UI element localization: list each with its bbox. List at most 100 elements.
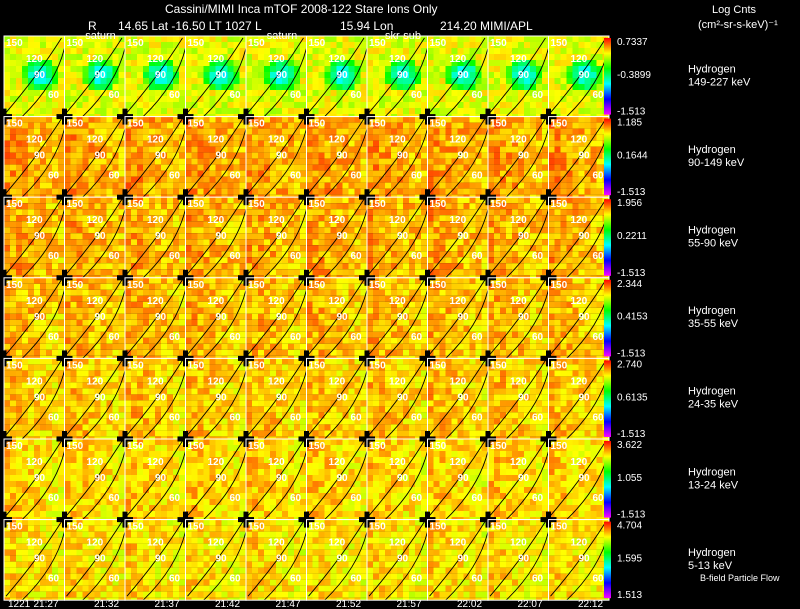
field-line — [21, 531, 65, 601]
chart-title: Cassini/MIMI Inca mTOF 2008-122 Stare Io… — [165, 2, 438, 16]
field-line — [368, 37, 425, 113]
heatmap-frame — [0, 189, 65, 279]
contour-label: 120 — [268, 457, 285, 468]
contour-label: 60 — [230, 251, 242, 262]
field-line — [126, 198, 183, 275]
contour-label: 150 — [127, 280, 144, 291]
field-line — [66, 279, 123, 355]
contour-label: 60 — [411, 90, 423, 101]
contour-label: 90 — [337, 392, 349, 403]
contour-label: 90 — [276, 473, 288, 484]
contour-label: 150 — [430, 119, 447, 130]
contour-label: 150 — [490, 38, 507, 49]
contour-label: 90 — [95, 312, 107, 323]
field-line — [5, 279, 62, 355]
contour-label: 120 — [26, 135, 43, 146]
colorbar-max-label: 2.740 — [617, 359, 642, 370]
field-line — [66, 118, 123, 194]
field-line — [384, 47, 428, 117]
heatmap-frame — [238, 511, 307, 601]
contour-label: 90 — [397, 392, 409, 403]
contour-label: 120 — [571, 54, 588, 65]
heatmap-frame — [480, 511, 549, 601]
colorbar — [604, 441, 611, 518]
heatmap-frame — [419, 189, 489, 279]
contour-label: 90 — [276, 312, 288, 323]
contour-label: 120 — [450, 457, 467, 468]
field-line — [384, 450, 428, 520]
heatmap-frame — [480, 350, 549, 440]
contour-label: 90 — [276, 70, 288, 81]
field-line — [82, 450, 126, 520]
heatmap-frame — [0, 269, 65, 359]
contour-label: 150 — [6, 199, 23, 210]
colorbar-min-label: -1.513 — [617, 429, 646, 440]
contour-label: 150 — [67, 38, 84, 49]
field-line — [429, 360, 486, 436]
contour-label: 60 — [351, 332, 363, 343]
contour-label: 90 — [579, 473, 591, 484]
heatmap-frame — [480, 431, 549, 521]
heatmap-frame — [117, 511, 186, 601]
contour-label: 90 — [95, 392, 107, 403]
heatmap-frame — [3, 35, 65, 118]
contour-label: 90 — [579, 312, 591, 323]
colorbar-mid-label: 1.055 — [617, 473, 642, 484]
heatmap-frame — [0, 431, 65, 521]
heatmap-frame — [298, 431, 368, 521]
contour-label: 60 — [411, 171, 423, 182]
field-line — [263, 450, 307, 520]
field-line — [247, 360, 304, 436]
field-line — [247, 37, 304, 113]
contour-label: 120 — [208, 54, 225, 65]
contour-label: 150 — [309, 199, 326, 210]
contour-label: 60 — [532, 574, 544, 585]
time-tick-label: 22:02 — [457, 599, 482, 609]
contour-label: 90 — [155, 392, 167, 403]
contour-label: 90 — [337, 473, 349, 484]
contour-label: 120 — [571, 296, 588, 307]
contour-label: 150 — [127, 38, 144, 49]
contour-label: 60 — [48, 493, 60, 504]
energy-range-label: 5-13 keV — [688, 560, 733, 572]
contour-label: 90 — [34, 312, 46, 323]
contour-label: 90 — [95, 70, 107, 81]
field-line — [247, 118, 304, 194]
heatmap-frame — [117, 431, 186, 521]
contour-label: 90 — [155, 70, 167, 81]
contour-label: 120 — [329, 376, 346, 387]
contour-label: 60 — [351, 251, 363, 262]
heatmap-frame — [359, 108, 428, 198]
field-line — [550, 279, 607, 355]
colorbar — [604, 360, 611, 437]
heatmap-frame — [0, 511, 65, 601]
heatmap-frame — [540, 108, 610, 198]
field-line — [263, 289, 307, 359]
field-line — [5, 360, 62, 436]
contour-label: 150 — [309, 38, 326, 49]
contour-label: 150 — [188, 360, 205, 371]
contour-label: 90 — [579, 554, 591, 565]
field-line — [5, 440, 62, 516]
field-line — [142, 450, 186, 520]
energy-row — [0, 431, 611, 521]
contour-label: 60 — [593, 171, 605, 182]
field-line — [142, 47, 186, 117]
ephemeris-readout: 14.65 Lat -16.50 LT 1027 L — [118, 19, 262, 33]
field-line — [247, 198, 304, 275]
contour-label: 120 — [26, 54, 43, 65]
contour-label: 60 — [48, 332, 60, 343]
contour-label: 120 — [450, 538, 467, 549]
contour-label: 120 — [450, 296, 467, 307]
field-line — [263, 47, 307, 117]
contour-label: 120 — [510, 135, 527, 146]
contour-label: 150 — [67, 522, 84, 533]
contour-label: 60 — [532, 332, 544, 343]
contour-label: 60 — [593, 251, 605, 262]
heatmap-frame — [56, 189, 126, 279]
field-line — [489, 360, 546, 436]
contour-label: 120 — [389, 296, 406, 307]
heatmap-frame — [56, 350, 126, 440]
time-tick-label: 21:57 — [396, 599, 421, 609]
field-line — [368, 360, 425, 436]
